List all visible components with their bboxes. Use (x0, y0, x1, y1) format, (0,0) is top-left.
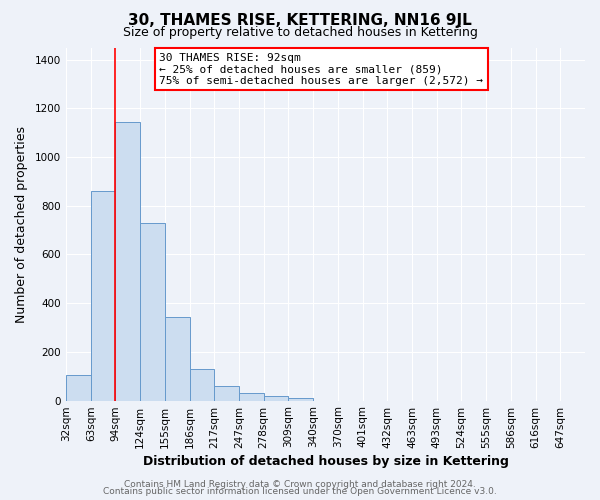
Text: 30 THAMES RISE: 92sqm
← 25% of detached houses are smaller (859)
75% of semi-det: 30 THAMES RISE: 92sqm ← 25% of detached … (160, 53, 484, 86)
Bar (91, 191, 115, 400)
Bar (239, 394, 264, 400)
Bar (264, 396, 289, 400)
Text: Contains HM Land Registry data © Crown copyright and database right 2024.: Contains HM Land Registry data © Crown c… (124, 480, 476, 489)
Bar (66, 375, 91, 400)
Bar (115, 122, 140, 400)
Text: 30, THAMES RISE, KETTERING, NN16 9JL: 30, THAMES RISE, KETTERING, NN16 9JL (128, 12, 472, 28)
Bar (165, 316, 190, 400)
Bar (214, 386, 239, 400)
Bar (140, 223, 165, 400)
Text: Contains public sector information licensed under the Open Government Licence v3: Contains public sector information licen… (103, 488, 497, 496)
Text: Size of property relative to detached houses in Kettering: Size of property relative to detached ho… (122, 26, 478, 39)
X-axis label: Distribution of detached houses by size in Kettering: Distribution of detached houses by size … (143, 454, 508, 468)
Bar (190, 369, 214, 400)
Y-axis label: Number of detached properties: Number of detached properties (15, 126, 28, 322)
Bar (289, 398, 313, 400)
